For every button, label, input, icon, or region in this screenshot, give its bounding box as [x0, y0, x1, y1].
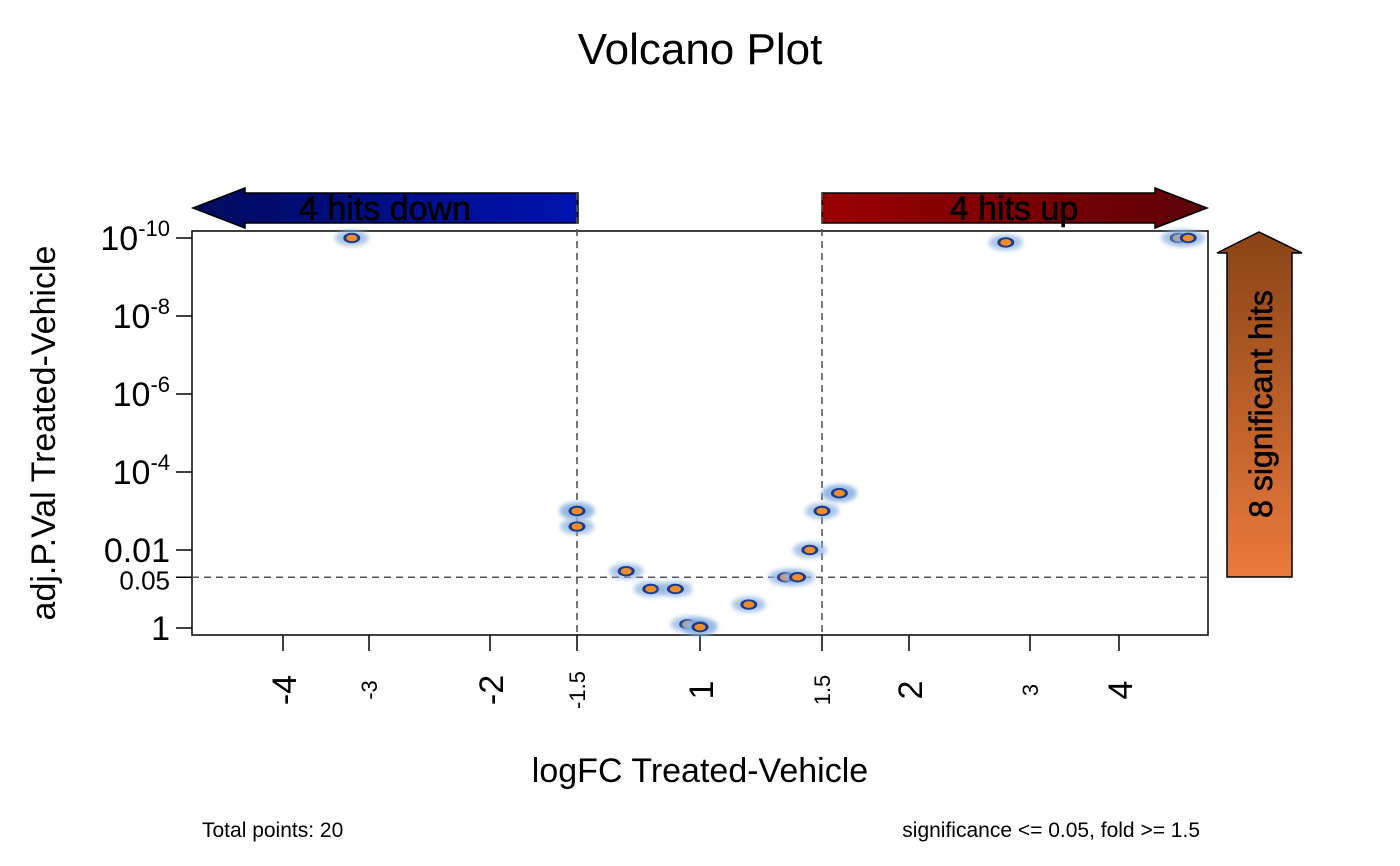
data-point — [988, 234, 1023, 251]
y-tick-label: 0.05 — [119, 565, 170, 595]
data-point — [633, 581, 668, 597]
y-tick-label: 0.01 — [104, 532, 170, 570]
data-point — [560, 503, 594, 519]
data-point-core — [1000, 239, 1012, 246]
significant-hits-arrow: 8 significant hits — [1216, 231, 1303, 578]
hits-down-arrow-shape — [190, 186, 579, 230]
data-point — [780, 569, 815, 586]
hits-up-arrow-shape — [821, 186, 1210, 230]
data-point — [658, 581, 693, 597]
significant-hits-label: 8 significant hits — [1243, 290, 1279, 518]
data-point — [1171, 230, 1206, 246]
x-tick-label: 1 — [683, 681, 721, 700]
x-tick-label: -1.5 — [565, 671, 590, 709]
data-point-core — [620, 567, 632, 575]
data-point — [792, 542, 827, 558]
x-tick-label: -2 — [473, 675, 511, 705]
data-point-core — [571, 507, 583, 515]
y-axis: 10-10 10-8 10-6 10-4 0.010.05 1 — [100, 216, 192, 648]
threshold-lines — [192, 193, 1208, 635]
significant-hits-arrow-shape — [1216, 231, 1303, 578]
x-tick-label: -3 — [357, 680, 382, 700]
x-axis: -4 -3 -2 -1.5 1 1.5 2 3 4 — [266, 635, 1140, 709]
data-point-core — [816, 507, 828, 515]
x-tick-label: 2 — [892, 681, 930, 700]
x-tick-label: 3 — [1018, 684, 1043, 696]
chart-title: Volcano Plot — [578, 25, 823, 74]
y-tick-label: 1 — [151, 610, 170, 648]
data-point-core — [346, 234, 358, 242]
data-point-core — [571, 523, 583, 530]
y-tick-label: 10-10 — [100, 216, 170, 258]
y-axis-label: adj.P.Val Treated-Vehicle — [25, 246, 63, 621]
data-point — [334, 230, 369, 246]
x-tick-label: 1.5 — [810, 675, 835, 706]
x-axis-label: logFC Treated-Vehicle — [532, 752, 868, 790]
hits-up-label: 4 hits up — [950, 190, 1079, 228]
data-point — [805, 503, 839, 519]
data-point-core — [645, 585, 657, 593]
data-point-core — [1182, 234, 1194, 242]
hits-down-arrow: 4 hits down — [190, 186, 579, 230]
data-point-core — [792, 573, 804, 581]
y-tick-label: 10-4 — [113, 450, 170, 492]
x-tick-label: 4 — [1102, 681, 1140, 700]
criteria-note: significance <= 0.05, fold >= 1.5 — [902, 819, 1200, 842]
data-point-core — [743, 601, 755, 608]
data-point — [683, 619, 717, 636]
hits-down-label: 4 hits down — [299, 190, 471, 228]
total-points-note: Total points: 20 — [202, 819, 343, 842]
data-point-core — [833, 489, 845, 497]
data-point — [560, 518, 594, 535]
data-points — [334, 230, 1206, 636]
data-point — [609, 563, 644, 580]
data-point-core — [804, 546, 816, 554]
y-tick-label: 10-6 — [113, 372, 170, 414]
data-point — [731, 596, 766, 613]
data-point-core — [694, 623, 706, 631]
x-tick-label: -4 — [266, 675, 304, 705]
hits-up-arrow: 4 hits up — [821, 186, 1210, 230]
y-tick-label: 10-8 — [113, 294, 170, 336]
data-point — [822, 485, 857, 502]
plot-frame — [191, 230, 1209, 636]
data-point-core — [669, 585, 681, 593]
